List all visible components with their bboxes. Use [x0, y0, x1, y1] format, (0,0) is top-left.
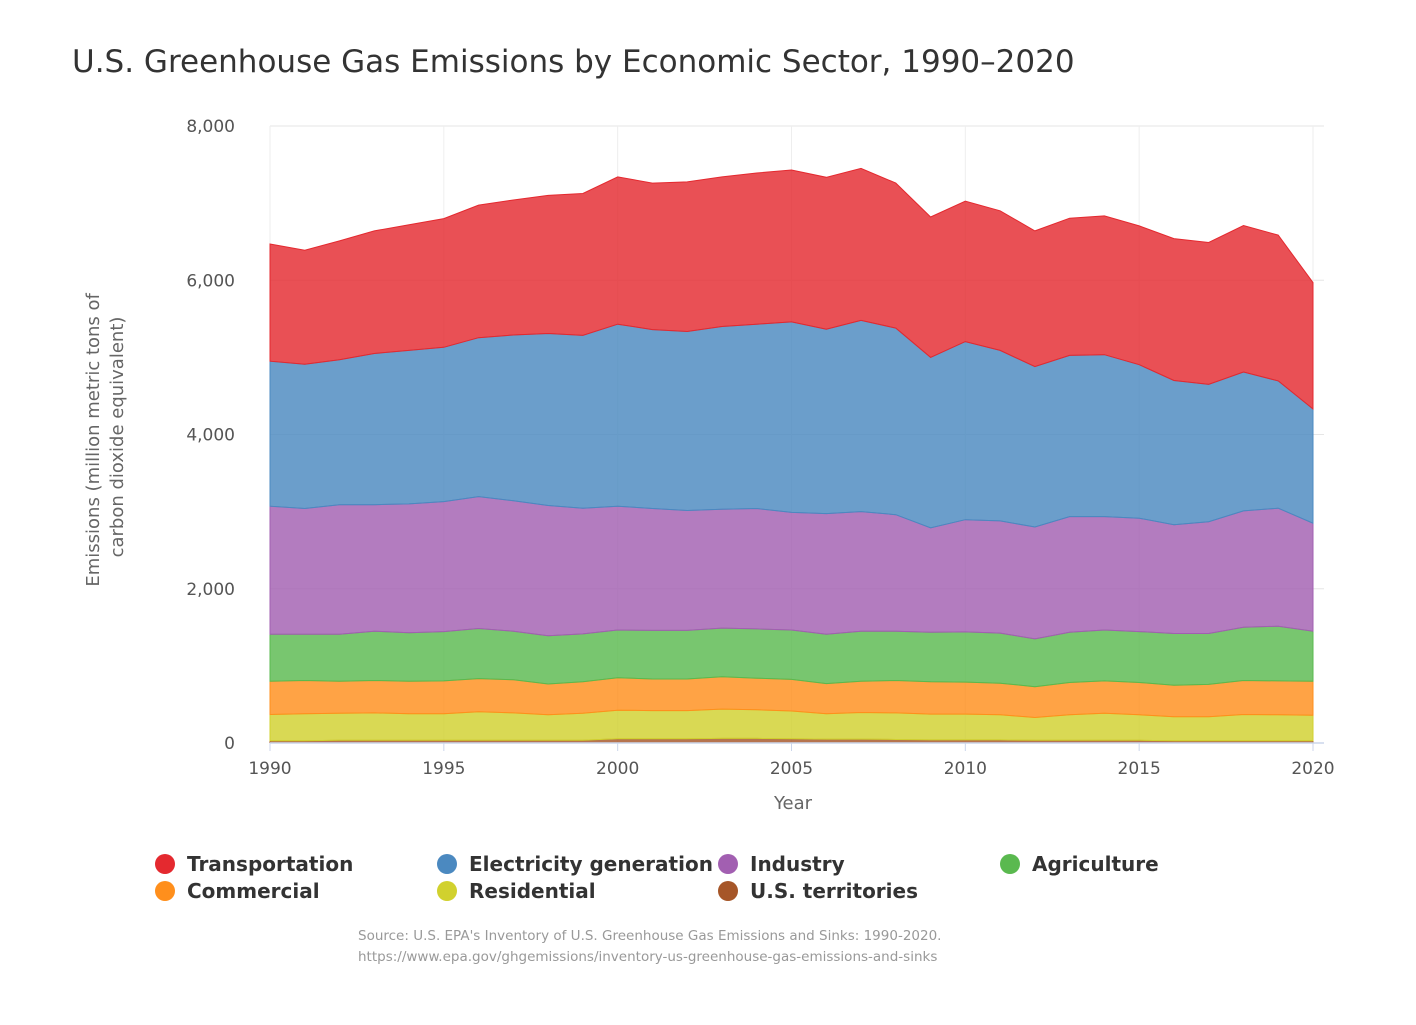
- y-axis-title-line-2: carbon dioxide equivalent): [107, 317, 128, 558]
- legend-marker: [437, 854, 457, 874]
- legend-label: Commercial: [187, 879, 320, 903]
- x-tick-label: 2000: [596, 759, 639, 779]
- x-tick-label: 2015: [1118, 759, 1161, 779]
- legend-item-transportation[interactable]: Transportation: [155, 852, 353, 876]
- source-line-1: Source: U.S. EPA's Inventory of U.S. Gre…: [358, 928, 942, 944]
- legend-item-industry[interactable]: Industry: [718, 852, 845, 876]
- legend-marker: [718, 854, 738, 874]
- legend-item-residential[interactable]: Residential: [437, 879, 596, 903]
- legend-label: Residential: [469, 879, 596, 903]
- legend-item-agriculture[interactable]: Agriculture: [1000, 852, 1159, 876]
- y-tick-label: 6,000: [186, 271, 235, 291]
- area-transportation[interactable]: [269, 167, 1314, 411]
- legend-item-u-s-territories[interactable]: U.S. territories: [718, 879, 918, 903]
- y-tick-label: 8,000: [186, 117, 235, 137]
- stacked-areas: [269, 167, 1314, 744]
- area-agriculture[interactable]: [269, 625, 1314, 688]
- x-tick-label: 2010: [944, 759, 987, 779]
- x-tick-label: 2020: [1291, 759, 1334, 779]
- source-line-2: https://www.epa.gov/ghgemissions/invento…: [358, 949, 938, 965]
- source-note: Source: U.S. EPA's Inventory of U.S. Gre…: [358, 926, 941, 968]
- legend-marker: [1000, 854, 1020, 874]
- legend-marker: [718, 881, 738, 901]
- chart-title: U.S. Greenhouse Gas Emissions by Economi…: [72, 44, 1075, 80]
- legend-item-electricity-generation[interactable]: Electricity generation: [437, 852, 713, 876]
- legend-label: U.S. territories: [750, 879, 918, 903]
- legend-item-commercial[interactable]: Commercial: [155, 879, 320, 903]
- legend-label: Electricity generation: [469, 852, 713, 876]
- x-axis-title: Year: [773, 793, 813, 814]
- y-tick-label: 0: [224, 734, 235, 754]
- y-tick-label: 4,000: [186, 426, 235, 446]
- legend-label: Agriculture: [1032, 852, 1159, 876]
- y-axis-title-line-1: Emissions (million metric tons of: [83, 292, 104, 586]
- x-tick-label: 1990: [248, 759, 291, 779]
- x-tick-label: 1995: [422, 759, 465, 779]
- legend-marker: [437, 881, 457, 901]
- axes: 1990 1995 2000 2005 2010 2015 2020: [248, 742, 1335, 779]
- y-axis-title: Emissions (million metric tons of carbon…: [83, 287, 128, 586]
- legend-marker: [155, 854, 175, 874]
- legend-marker: [155, 881, 175, 901]
- legend-label: Industry: [750, 852, 845, 876]
- y-tick-label: 2,000: [186, 580, 235, 600]
- legend-label: Transportation: [187, 852, 354, 876]
- x-tick-label: 2005: [770, 759, 813, 779]
